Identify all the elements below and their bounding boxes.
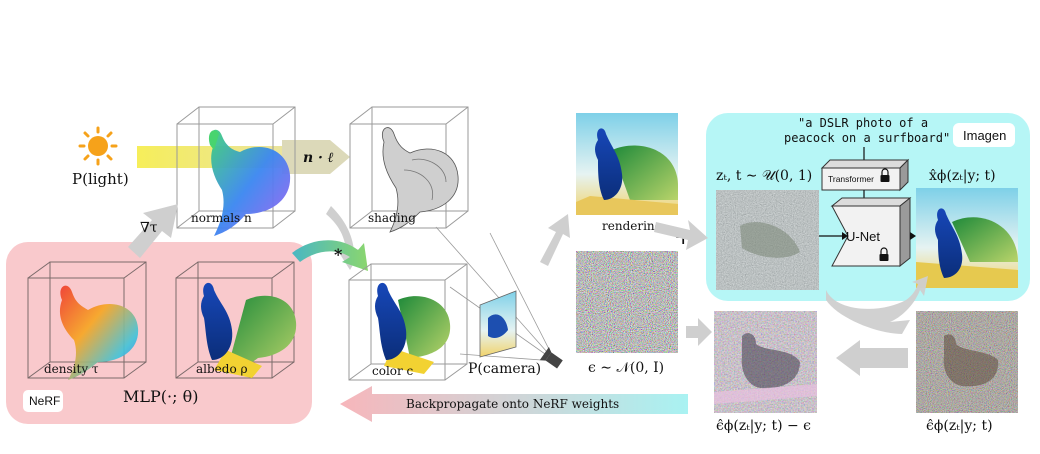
eps-diff-arrow <box>836 340 908 376</box>
nerf-tag-box <box>23 390 63 412</box>
merge-arrow <box>654 220 708 250</box>
rendering-label: rendering <box>602 219 663 233</box>
camera-icon <box>539 346 563 369</box>
albedo-to-color-arrow <box>292 240 368 271</box>
normals-label: normals n <box>191 211 252 225</box>
shading-label: shading <box>368 211 416 225</box>
grad-arrow <box>128 204 178 258</box>
backprop-arrow <box>340 386 688 422</box>
camera-image-plane <box>479 290 517 358</box>
light-label: P(light) <box>72 170 129 188</box>
density-peacock <box>59 285 139 380</box>
normals-peacock <box>208 129 291 236</box>
unet-block <box>830 196 912 268</box>
imagen-tag: Imagen <box>963 128 1006 143</box>
z-to-unet-arrow-head <box>842 232 848 240</box>
xhat-label: x̂ϕ(zₜ|y; t) <box>929 168 996 184</box>
mlp-label: MLP(·; θ) <box>123 387 198 406</box>
color-peacock <box>375 282 451 374</box>
albedo-peacock <box>201 282 297 378</box>
transformer-lock-icon <box>880 168 890 182</box>
unet-label: U-Net <box>846 229 880 244</box>
density-label: density τ <box>44 362 99 376</box>
render-arrow <box>540 214 570 266</box>
noise-to-diff-arrow <box>686 318 712 346</box>
prompt-line1: "a DSLR photo of a <box>798 116 928 130</box>
eps-hat-label: ϵ̂ϕ(zₜ|y; t) <box>926 418 993 434</box>
eps-hat-minus-label: ϵ̂ϕ(zₜ|y; t) − ϵ <box>716 418 811 434</box>
albedo-label: albedo ρ <box>196 362 248 376</box>
camera-label: P(camera) <box>468 361 541 377</box>
shading-peacock <box>382 127 459 233</box>
star-symbol: * <box>334 245 343 264</box>
transformer-block <box>820 158 910 192</box>
imagen-tag-box <box>953 123 1015 147</box>
noisy-image <box>716 190 819 290</box>
n-dot-l-arrow <box>282 140 350 174</box>
backprop-label: Backpropagate onto NeRF weights <box>406 397 619 411</box>
rendering-image <box>576 113 678 215</box>
to-eps-hat-arrow <box>826 276 928 334</box>
grad-label: ∇τ <box>140 220 158 236</box>
noise-label: ϵ ∼ 𝒩(0, I) <box>588 360 664 376</box>
eps-hat-image <box>916 311 1018 413</box>
sun-icon <box>78 126 118 166</box>
unet-lock-icon <box>879 247 889 261</box>
color-label: color c <box>372 364 414 378</box>
noise-image <box>576 251 678 353</box>
xhat-image <box>916 188 1018 288</box>
unet-to-xhat-arrow-head <box>910 232 916 240</box>
transformer-label: Transformer <box>828 174 874 184</box>
zt-label: zₜ, t ∼ 𝒰(0, 1) <box>716 168 812 184</box>
n-dot-l-label: n · ℓ <box>303 150 334 166</box>
nerf-tag: NeRF <box>29 394 60 408</box>
eps-diff-image <box>714 311 817 413</box>
prompt-line2: peacock on a surfboard" <box>784 131 950 145</box>
